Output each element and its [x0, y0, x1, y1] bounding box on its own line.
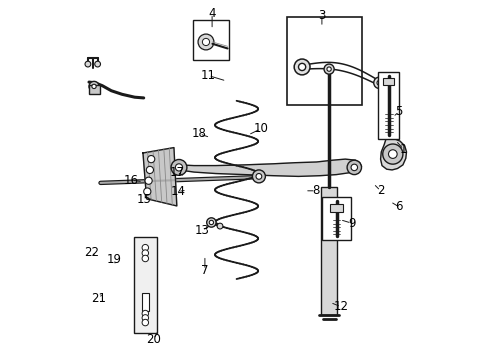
Circle shape [206, 218, 216, 227]
Bar [329, 204, 343, 212]
Bar [193, 20, 229, 60]
Text: 16: 16 [123, 174, 138, 186]
Bar [89, 85, 100, 94]
Polygon shape [175, 159, 361, 176]
Bar [321, 187, 336, 315]
Circle shape [217, 223, 223, 229]
Circle shape [382, 144, 402, 164]
Text: 6: 6 [395, 201, 402, 213]
Circle shape [89, 81, 99, 91]
Bar [383, 78, 393, 85]
Text: 9: 9 [347, 217, 355, 230]
Circle shape [326, 67, 330, 71]
Circle shape [142, 319, 148, 326]
Circle shape [350, 164, 357, 171]
Circle shape [256, 174, 261, 179]
Text: 10: 10 [253, 122, 267, 135]
Circle shape [143, 188, 151, 195]
Circle shape [85, 61, 91, 67]
Text: 5: 5 [395, 105, 402, 118]
Circle shape [298, 63, 305, 71]
Text: 21: 21 [91, 292, 106, 305]
Text: 4: 4 [208, 7, 215, 20]
Bar [142, 293, 149, 311]
Circle shape [142, 310, 148, 317]
Circle shape [95, 61, 101, 67]
Circle shape [373, 77, 385, 89]
Text: 18: 18 [192, 127, 206, 140]
Text: 22: 22 [84, 246, 99, 258]
Circle shape [171, 159, 186, 175]
Bar [378, 72, 399, 139]
Text: 12: 12 [333, 300, 348, 313]
Polygon shape [380, 137, 406, 170]
Text: 8: 8 [311, 184, 319, 197]
Text: 13: 13 [194, 224, 209, 237]
Text: 17: 17 [169, 166, 184, 179]
Circle shape [175, 164, 182, 171]
Text: 15: 15 [137, 193, 152, 206]
Bar [286, 17, 361, 105]
Text: 11: 11 [201, 69, 216, 82]
Circle shape [142, 250, 148, 256]
Polygon shape [142, 148, 177, 206]
Circle shape [387, 150, 396, 158]
Circle shape [324, 64, 333, 74]
Circle shape [147, 156, 155, 163]
Circle shape [198, 34, 213, 50]
Circle shape [346, 160, 361, 175]
Text: 7: 7 [201, 264, 208, 276]
Circle shape [252, 170, 265, 183]
Text: 19: 19 [106, 253, 122, 266]
Circle shape [209, 220, 213, 225]
Circle shape [202, 39, 209, 46]
Circle shape [142, 255, 148, 262]
Bar [133, 237, 157, 333]
Circle shape [294, 59, 309, 75]
Circle shape [145, 177, 152, 184]
Circle shape [146, 166, 153, 174]
Circle shape [142, 244, 148, 251]
Circle shape [376, 80, 381, 85]
Text: 14: 14 [170, 185, 185, 198]
Text: 3: 3 [318, 9, 325, 22]
Circle shape [92, 84, 96, 89]
Bar [321, 197, 351, 240]
Text: 1: 1 [399, 143, 407, 156]
Text: 2: 2 [376, 184, 384, 197]
Circle shape [142, 315, 148, 321]
Text: 20: 20 [146, 333, 161, 346]
